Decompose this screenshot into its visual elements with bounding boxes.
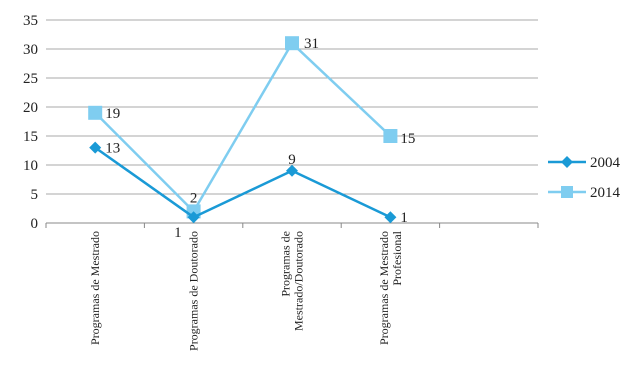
data-label-2014-0: 19	[105, 106, 120, 122]
series-2004-point-1	[187, 211, 200, 224]
y-tick-label-15: 15	[23, 129, 38, 145]
y-tick-label-10: 10	[23, 158, 38, 174]
data-label-2004-1: 1	[174, 225, 182, 241]
series-2004-point-3	[384, 211, 397, 224]
data-label-2004-3: 1	[400, 210, 408, 226]
legend-2004-marker	[561, 156, 573, 168]
y-tick-label-5: 5	[31, 187, 39, 203]
y-tick-label-25: 25	[23, 71, 38, 87]
x-category-label-1: Programas de Doutorado	[187, 231, 201, 351]
legend-2004-label: 2004	[590, 155, 621, 171]
x-category-label-0-line-0: Programas de Mestrado	[88, 231, 102, 345]
series-2014-point-0	[88, 105, 103, 120]
x-category-label-1-line-0: Programas de Doutorado	[187, 231, 201, 351]
series-2014-point-3	[383, 129, 398, 143]
data-label-2004-2: 9	[288, 152, 296, 168]
series-2004-point-2	[286, 164, 298, 177]
series-2004-point-0	[89, 141, 102, 154]
y-tick-label-0: 0	[31, 216, 39, 232]
x-axis-category-labels: Programas de Mestrado Programas de Doutor…	[88, 230, 404, 351]
data-label-2004-0: 13	[105, 141, 120, 157]
y-axis-ticks: 0 5 10 15 20 25 30 35	[23, 13, 38, 232]
data-label-2014-2: 31	[304, 36, 319, 52]
x-category-label-3: Programas de Mestrado Profesional	[377, 230, 404, 345]
x-category-label-2-line-0: Programas de	[279, 231, 293, 297]
x-category-label-2-line-1: Mestrado/Doutorado	[292, 231, 306, 331]
data-label-2014-1: 2	[190, 190, 198, 206]
series-2014-point-2	[285, 36, 299, 51]
x-category-label-3-line-0: Programas de Mestrado	[377, 231, 391, 345]
y-tick-label-35: 35	[23, 13, 38, 29]
x-category-label-2: Programas de Mestrado/Doutorado	[279, 231, 306, 331]
legend-2014-marker	[561, 186, 573, 198]
legend: 2004 2014	[548, 155, 621, 201]
y-tick-label-30: 30	[23, 42, 38, 58]
gridlines	[45, 19, 539, 228]
y-tick-label-20: 20	[23, 100, 38, 116]
legend-2014-label: 2014	[590, 185, 621, 201]
data-label-2014-3: 15	[400, 131, 415, 147]
x-category-label-3-line-1: Profesional	[390, 230, 404, 285]
series-2014-line	[94, 41, 392, 213]
series-layer	[88, 36, 398, 224]
series-2004-line	[94, 146, 391, 219]
x-category-label-0: Programas de Mestrado	[88, 231, 102, 345]
